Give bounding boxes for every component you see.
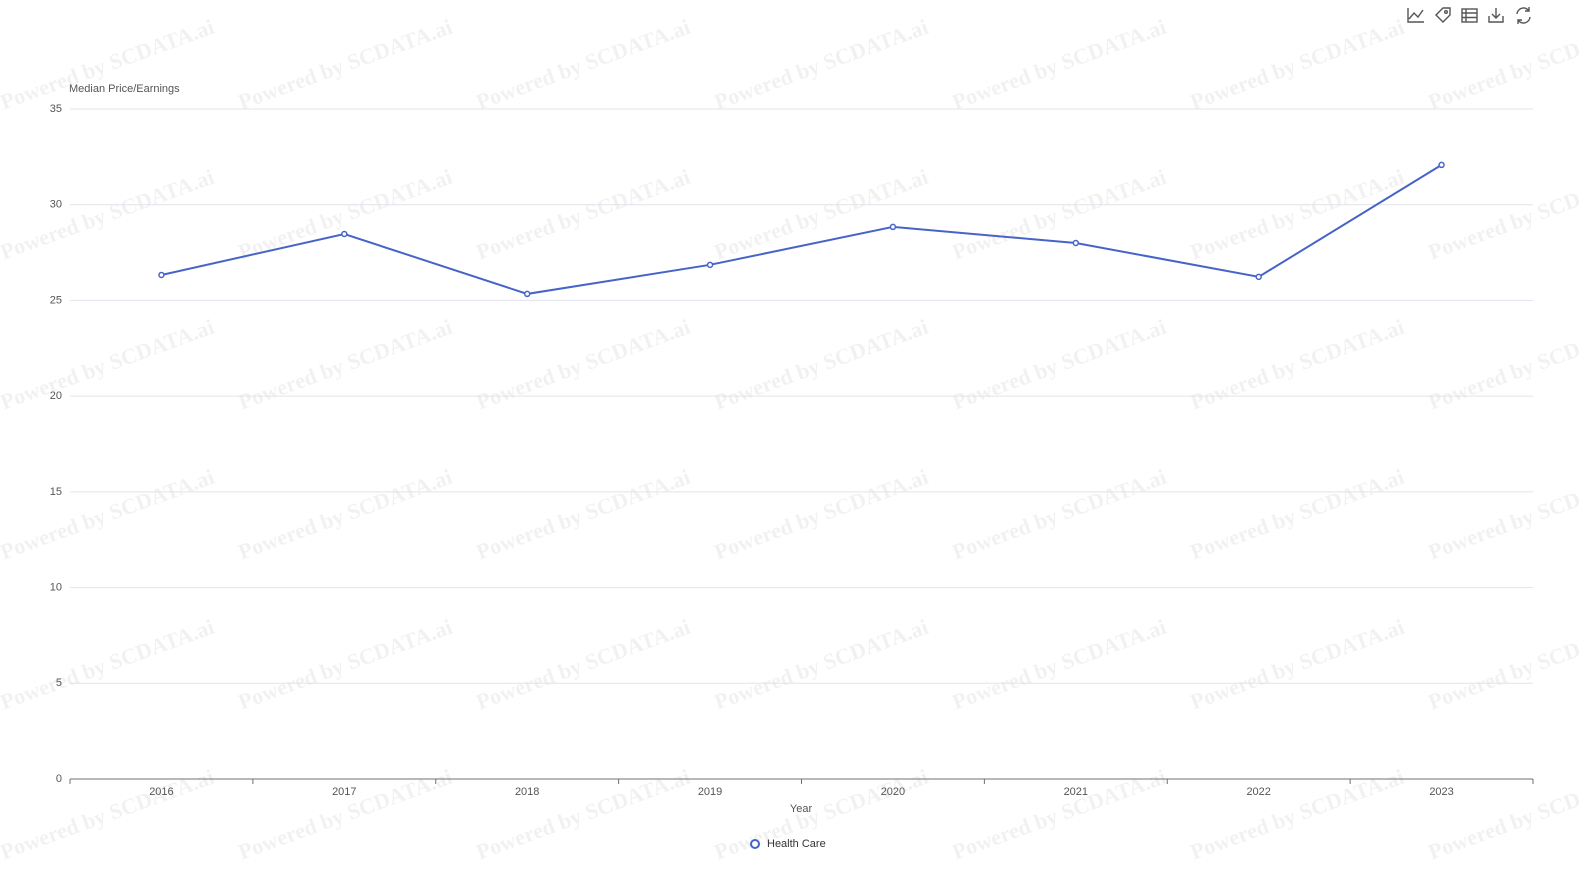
data-point [523,290,531,298]
watermark: Powered by SCDATA.ai [711,314,931,415]
y-tick-label: 5 [56,677,62,689]
watermark: Powered by SCDATA.ai [949,464,1169,565]
data-point [1255,273,1262,281]
x-tick-label: 2020 [881,786,905,798]
watermark: Powered by SCDATA.ai [1425,464,1579,565]
watermark: Powered by SCDATA.ai [0,14,217,115]
x-tick-label: 2019 [698,786,722,798]
watermark: Powered by SCDATA.ai [473,164,693,265]
data-point [341,230,348,238]
watermark: Powered by SCDATA.ai [235,314,455,415]
refresh-button[interactable] [1516,7,1531,24]
watermark: Powered by SCDATA.ai [473,14,693,115]
data-point [889,223,897,231]
watermark: Powered by SCDATA.ai [949,14,1169,115]
y-tick-label: 20 [50,390,62,402]
y-tick-label: 0 [56,773,62,785]
watermark: Powered by SCDATA.ai [0,314,217,415]
x-tick-label: 2018 [515,786,539,798]
data-point [158,271,165,279]
watermark: Powered by SCDATA.ai [0,614,217,715]
y-tick-label: 25 [50,294,62,306]
y-tick-label: 35 [50,103,62,115]
data-point [706,261,714,269]
watermark: Powered by SCDATA.ai [1187,614,1407,715]
download-button[interactable] [1488,8,1504,23]
legend-marker [750,839,760,849]
watermark: Powered by SCDATA.ai [711,614,931,715]
x-tick-label: 2016 [149,786,173,798]
x-tick-label: 2021 [1064,786,1088,798]
series-line [161,164,1443,295]
watermark: Powered by SCDATA.ai [1187,14,1407,115]
watermark: Powered by SCDATA.ai [0,464,217,565]
data-point [1438,161,1445,169]
watermark: Powered by SCDATA.ai [949,614,1169,715]
watermark: Powered by SCDATA.ai [711,164,931,265]
watermark: Powered by SCDATA.ai [235,614,455,715]
watermark: Powered by SCDATA.ai [235,164,455,265]
watermark: Powered by SCDATA.ai [473,314,693,415]
watermark: Powered by SCDATA.ai [1187,314,1407,415]
watermark: Powered by SCDATA.ai [235,14,455,115]
legend-label: Health Care [767,838,826,850]
line-chart-button[interactable] [1407,8,1424,23]
y-axis-title: Median Price/Earnings [69,83,180,95]
watermark-layer: Powered by SCDATA.ai Powered by SCDATA.ai… [0,14,1579,865]
x-tick-label: 2023 [1429,786,1453,798]
watermark: Powered by SCDATA.ai [1425,314,1579,415]
watermark: Powered by SCDATA.ai [1425,14,1579,115]
tag-button[interactable] [1435,7,1451,23]
y-tick-label: 10 [50,581,62,593]
watermark: Powered by SCDATA.ai [1187,164,1407,265]
watermark: Powered by SCDATA.ai [949,314,1169,415]
watermark: Powered by SCDATA.ai [1425,614,1579,715]
y-tick-label: 30 [50,199,62,211]
data-view-button[interactable] [1461,8,1478,23]
x-axis-title: Year [790,803,813,815]
x-tick-label: 2017 [332,786,356,798]
watermark: Powered by SCDATA.ai [711,464,931,565]
watermark: Powered by SCDATA.ai [473,464,693,565]
y-tick-label: 15 [50,486,62,498]
x-tick-label: 2022 [1246,786,1270,798]
watermark: Powered by SCDATA.ai [473,614,693,715]
watermark: Powered by SCDATA.ai [0,164,217,265]
watermark: Powered by SCDATA.ai [235,464,455,565]
toolbar [1407,7,1531,24]
watermark: Powered by SCDATA.ai [1187,464,1407,565]
watermark: Powered by SCDATA.ai [711,14,931,115]
watermark: Powered by SCDATA.ai [1425,164,1579,265]
data-point [1072,239,1080,247]
watermark: Powered by SCDATA.ai [949,164,1169,265]
